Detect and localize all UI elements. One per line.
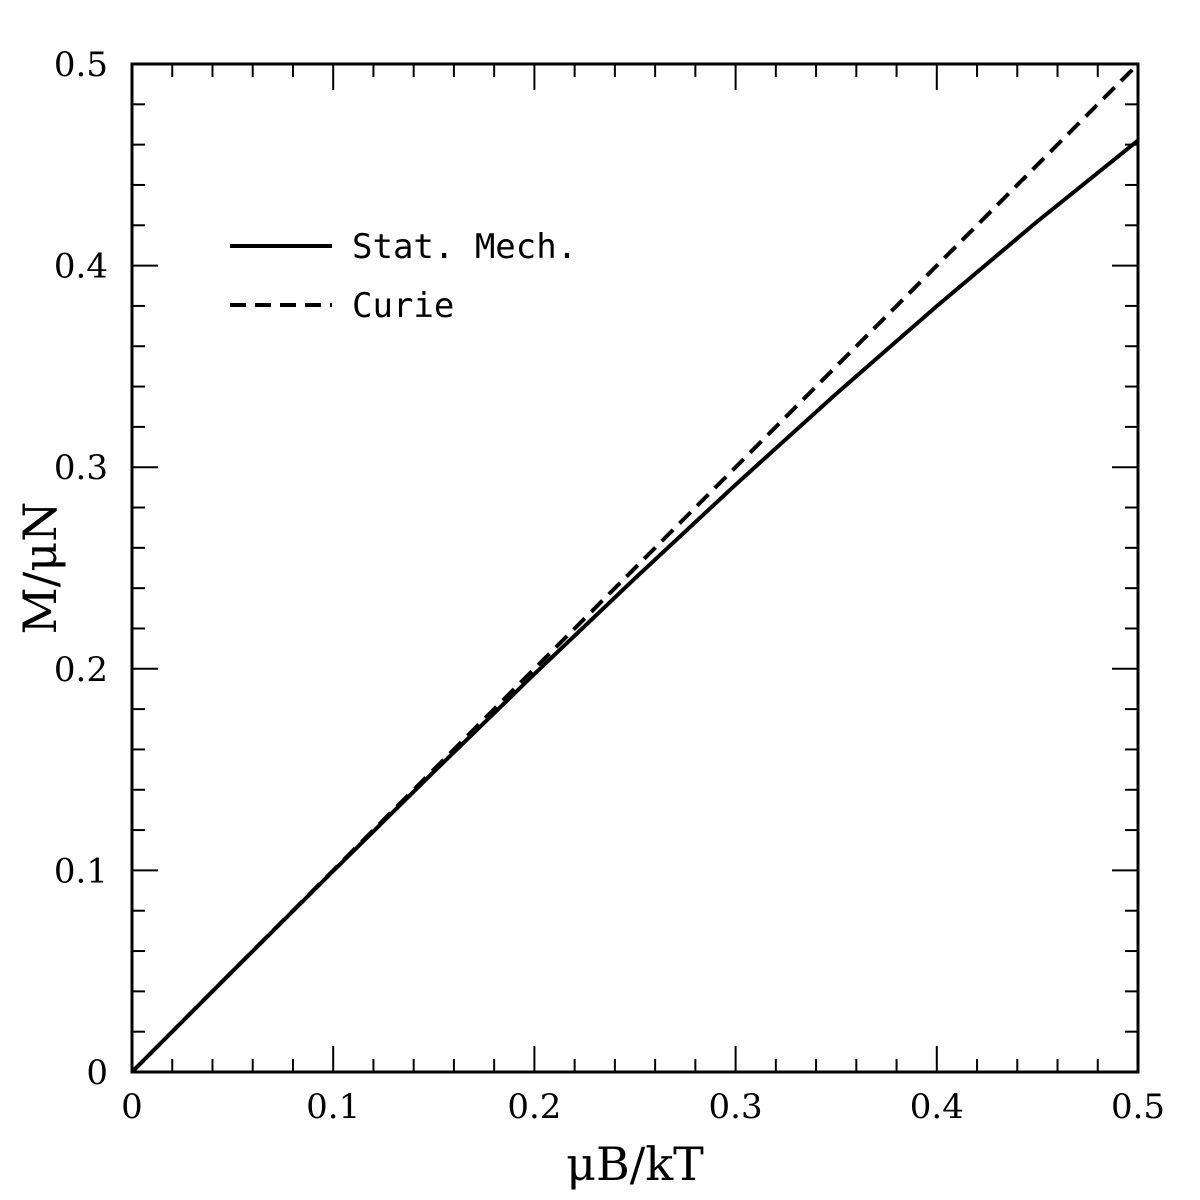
x-tick-label: 0.4 <box>910 1087 964 1127</box>
tick-labels: 0 0.1 0.2 0.3 0.4 0.5 0 0.1 0.2 0.3 0.4 0.5 <box>54 45 1165 1127</box>
x-tick-label: 0 <box>121 1087 143 1127</box>
legend-label: Stat. Mech. <box>352 227 577 267</box>
y-tick-label: 0.2 <box>54 650 108 690</box>
y-axis-label: M/μN <box>13 502 67 635</box>
legend: Stat. Mech. Curie <box>230 227 577 326</box>
y-tick-label: 0.1 <box>54 851 108 891</box>
x-tick-label: 0.5 <box>1111 1087 1165 1127</box>
y-tick-label: 0 <box>86 1053 108 1093</box>
legend-label: Curie <box>352 286 454 326</box>
y-tick-label: 0.3 <box>54 448 108 488</box>
x-tick-label: 0.2 <box>507 1087 561 1127</box>
series-line-stat-mech <box>130 138 1140 1074</box>
series-line-curie <box>130 62 1140 1074</box>
y-tick-label: 0.5 <box>54 45 108 85</box>
y-tick-label: 0.4 <box>54 247 108 287</box>
x-tick-label: 0.3 <box>709 1087 763 1127</box>
x-axis-label: μB/kT <box>566 1137 704 1191</box>
series-layer <box>130 62 1140 1074</box>
plot-frame <box>130 62 1140 1074</box>
x-tick-label: 0.1 <box>306 1087 360 1127</box>
